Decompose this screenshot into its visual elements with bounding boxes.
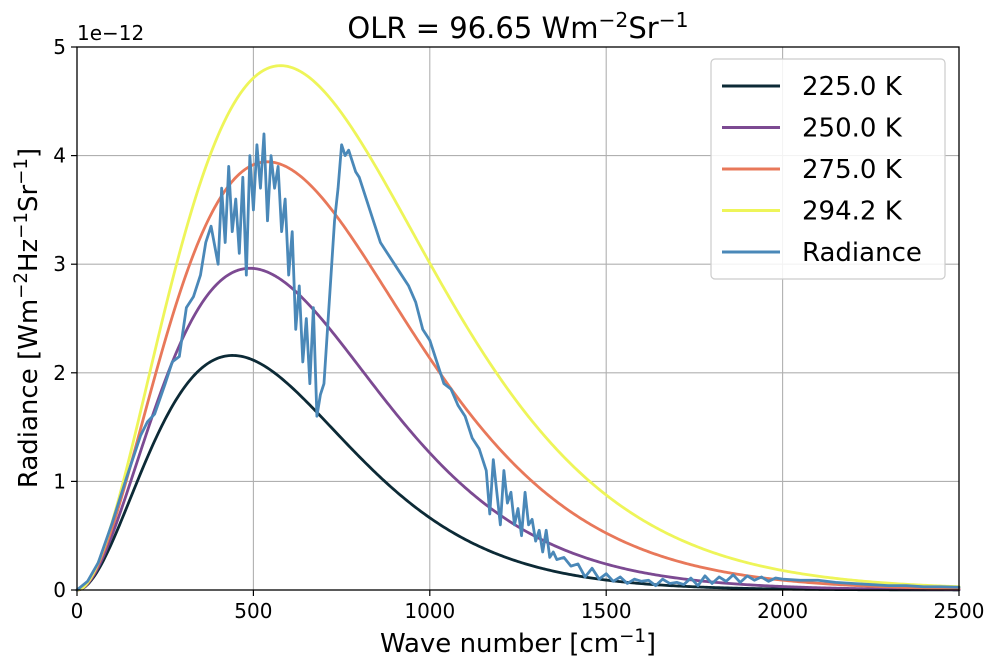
legend: 225.0 K 250.0 K 275.0 K 294.2 K Radiance [710,58,946,280]
y-tick-label: 0 [53,578,66,602]
title-sup2: −1 [659,8,689,32]
plot-frame [76,46,960,591]
y-axis-title: Radiance [Wm−2Hz−1Sr−1] [11,148,44,488]
ylabel-p2: Hz [14,239,44,272]
x-axis-title: Wave number [cm−1] [380,626,656,659]
legend-label: 250.0 K [802,114,903,144]
x-tick-label: 1500 [581,599,632,623]
y-tick-label: 5 [53,35,66,59]
title-mid: Sr [628,11,658,45]
series-line-4 [75,132,961,592]
ylabel-s3: −1 [11,158,32,185]
ylabel-s2: −1 [11,212,32,239]
ylabel-s1: −2 [11,272,32,299]
legend-label: Radiance [802,238,922,268]
ylabel-p3: Sr [14,185,44,213]
series-line-2 [75,160,961,592]
x-tick-label: 1000 [404,599,455,623]
xlabel-sup: −1 [619,626,646,647]
x-tick-label: 500 [234,599,272,623]
y-offset-label: 1e−12 [77,21,144,45]
y-tick-label: 1 [53,469,66,493]
xlabel-end: ] [646,629,656,659]
legend-label: 294.2 K [802,197,903,227]
x-axis: 0 500 1000 1500 2000 2500 [71,590,985,623]
ylabel-p1: Radiance [Wm [14,299,44,488]
ylabel-p4: ] [14,148,44,158]
legend-label: 275.0 K [802,155,903,185]
chart-title: OLR = 96.65 Wm−2Sr−1 [347,8,688,45]
y-tick-label: 4 [53,144,66,168]
x-tick-label: 2000 [757,599,808,623]
series-line-3 [75,64,961,592]
y-axis: 0 1 2 3 4 5 [53,35,77,602]
title-sup1: −2 [598,8,628,32]
x-tick-label: 0 [71,599,84,623]
y-tick-label: 3 [53,252,66,276]
y-tick-label: 2 [53,361,66,385]
xlabel-main: Wave number [cm [380,629,619,659]
legend-label: 225.0 K [802,72,903,102]
legend-box [710,58,946,280]
series-line-1 [75,266,961,592]
title-main: OLR = 96.65 Wm [347,11,598,45]
x-tick-label: 2500 [934,599,985,623]
